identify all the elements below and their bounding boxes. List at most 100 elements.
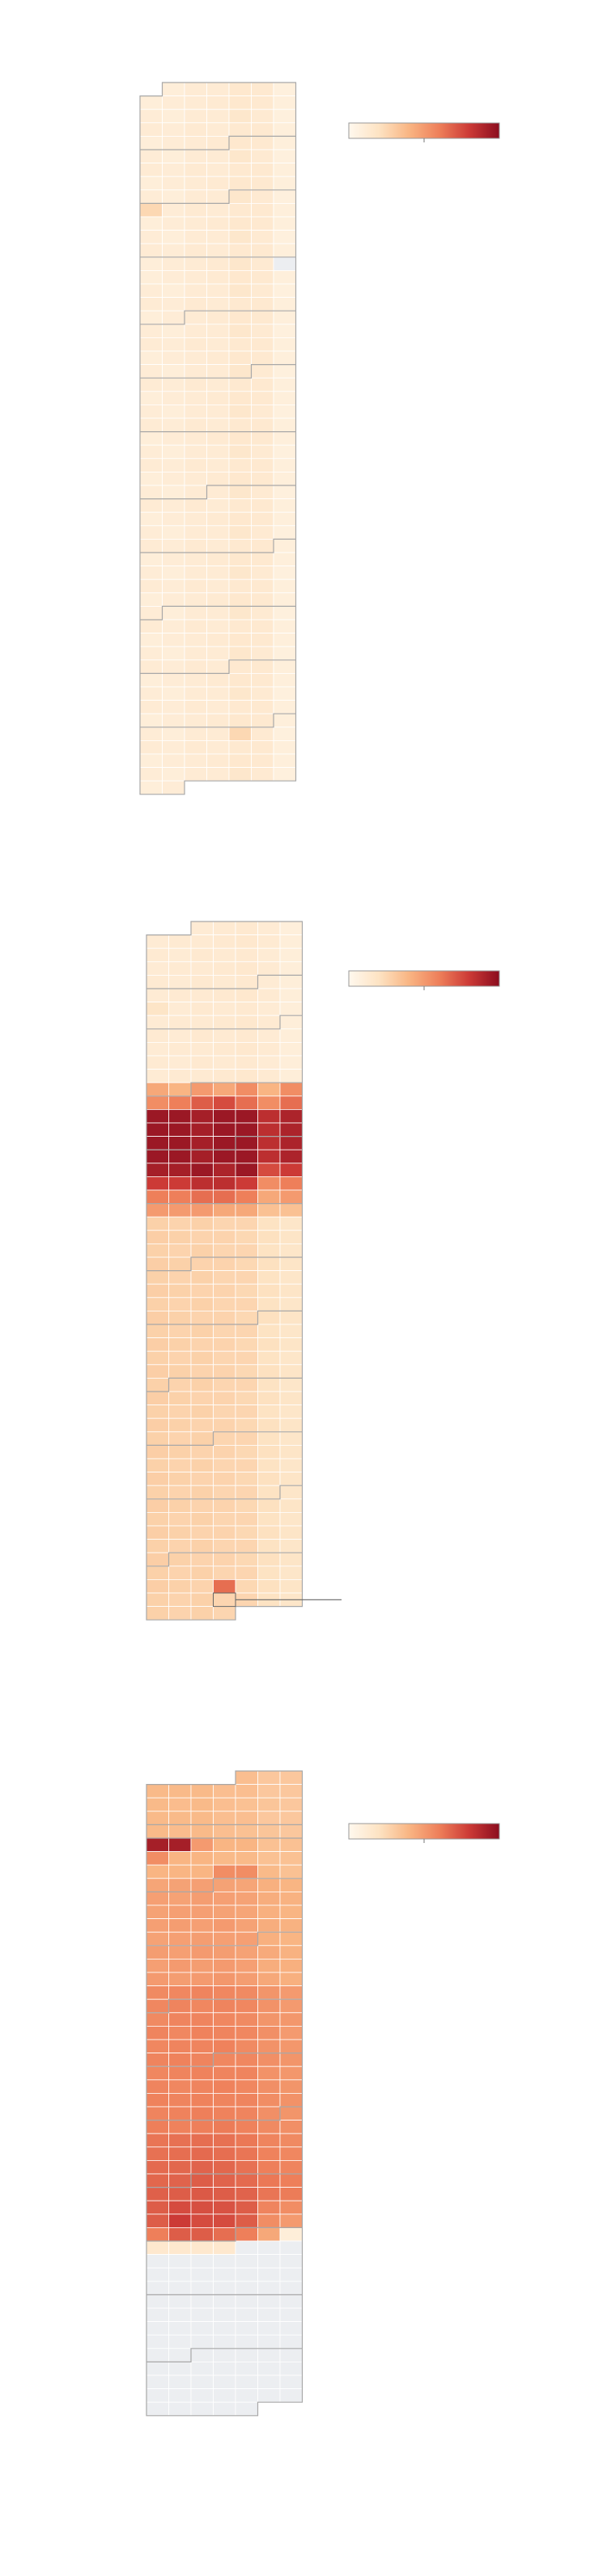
day-cell [251,243,274,258]
day-cell [235,1918,258,1933]
day-cell [235,1552,258,1567]
day-cell [257,2106,281,2121]
day-cell [257,961,281,976]
day-cell [168,934,192,949]
day-cell [251,216,274,231]
day-cell [206,552,230,567]
day-cell [257,1985,281,2000]
day-cell [257,1431,281,1446]
day-cell [251,566,274,580]
day-cell [273,753,296,769]
day-cell [235,2159,258,2175]
day-cell [184,404,207,419]
day-cell [213,1270,236,1285]
day-cell [279,2159,303,2175]
day-cell [162,256,185,271]
day-cell [168,1931,192,1947]
day-cell [213,1136,236,1150]
day-cell [257,2053,281,2067]
day-cell [146,1904,169,1920]
day-cell [228,404,252,419]
day-cell [184,458,207,472]
day-cell [190,1592,214,1608]
day-cell [279,1824,303,1839]
day-cell [139,539,163,553]
day-cell [235,1972,258,1987]
day-cell [279,1579,303,1594]
day-cell [168,1918,192,1933]
day-cell [235,1784,258,1799]
day-cell [228,149,252,164]
no-data-cell [279,2254,303,2269]
day-cell [213,1931,236,1947]
day-cell [228,82,252,97]
day-cell [184,163,207,177]
day-cell [139,458,163,472]
no-data-cell [213,2307,236,2323]
day-cell [146,1109,169,1124]
day-cell [235,1958,258,1973]
day-cell [162,364,185,379]
day-cell [184,377,207,392]
day-cell [235,1891,258,1906]
day-cell [251,727,274,741]
day-cell [213,1851,236,1866]
day-cell [190,1230,214,1244]
day-cell [213,1837,236,1853]
day-cell [168,961,192,976]
day-cell [257,1216,281,1231]
day-cell [273,485,296,500]
day-cell [228,216,252,231]
day-cell [257,2159,281,2175]
day-cell [273,606,296,621]
day-cell [251,539,274,553]
day-cell [184,216,207,231]
day-cell [168,1431,192,1446]
day-cell [146,1458,169,1473]
day-cell [206,108,230,124]
day-cell [139,578,163,594]
day-cell [162,243,185,258]
no-data-cell [190,2267,214,2282]
day-cell [228,189,252,204]
day-cell [139,377,163,392]
day-cell [190,2214,214,2228]
day-cell [190,2240,214,2256]
day-cell [168,2226,192,2242]
day-cell [168,1512,192,1527]
day-cell [190,1891,214,1906]
no-data-cell [235,2348,258,2362]
day-cell [273,122,296,137]
day-cell [279,1945,303,1960]
day-cell [279,1878,303,1892]
day-cell [139,511,163,527]
day-cell [213,1230,236,1244]
day-cell [228,485,252,500]
day-cell [279,947,303,963]
day-cell [206,163,230,177]
day-cell [146,2187,169,2201]
day-cell [257,1552,281,1567]
day-cell [139,767,163,782]
day-cell [139,633,163,647]
day-cell [235,2200,258,2215]
day-cell [257,1109,281,1124]
day-cell [235,1851,258,1866]
day-cell [273,525,296,540]
day-cell [251,578,274,594]
day-cell [146,1512,169,1527]
day-cell [235,921,258,936]
day-cell [146,1122,169,1138]
day-cell [235,1405,258,1419]
day-cell [213,1163,236,1177]
day-cell [146,2200,169,2215]
day-cell [146,1095,169,1110]
day-cell [139,740,163,755]
day-cell [235,1391,258,1406]
day-cell [279,2039,303,2054]
day-cell [190,1579,214,1594]
day-cell [184,539,207,553]
day-cell [139,659,163,674]
day-cell [190,1055,214,1070]
month-boundary [146,974,303,989]
